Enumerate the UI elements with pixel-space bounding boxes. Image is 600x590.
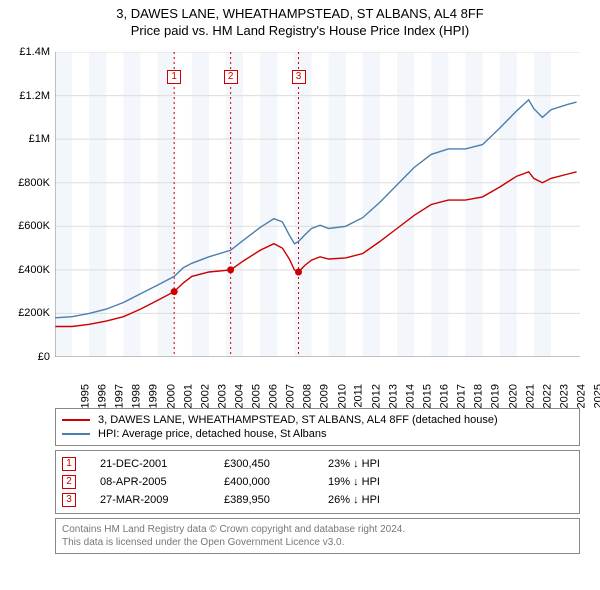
licence-line2: This data is licensed under the Open Gov… (62, 536, 573, 549)
legend-row: HPI: Average price, detached house, St A… (62, 427, 573, 441)
x-tick-label: 2008 (302, 384, 314, 408)
y-tick-label: £800K (0, 177, 50, 189)
x-tick-label: 2025 (593, 384, 600, 408)
x-tick-label: 2020 (507, 384, 519, 408)
x-tick-label: 2022 (541, 384, 553, 408)
legend-swatch (62, 433, 90, 435)
sales-row: 3 27-MAR-2009 £389,950 26% ↓ HPI (62, 491, 573, 509)
x-tick-label: 2023 (558, 384, 570, 408)
x-tick-label: 2004 (233, 384, 245, 408)
legend-swatch (62, 419, 90, 421)
sales-row: 1 21-DEC-2001 £300,450 23% ↓ HPI (62, 455, 573, 473)
legend-label: 3, DAWES LANE, WHEATHAMPSTEAD, ST ALBANS… (98, 414, 498, 426)
y-tick-label: £600K (0, 220, 50, 232)
x-tick-label: 2002 (199, 384, 211, 408)
y-tick-label: £400K (0, 264, 50, 276)
plot-svg (55, 52, 580, 357)
sales-price: £300,450 (224, 458, 304, 470)
x-tick-label: 2015 (422, 384, 434, 408)
sales-price: £389,950 (224, 494, 304, 506)
sale-marker-2: 2 (224, 70, 238, 84)
licence-line1: Contains HM Land Registry data © Crown c… (62, 523, 573, 536)
sales-marker-box: 1 (62, 457, 76, 471)
x-tick-label: 2017 (456, 384, 468, 408)
title-subtitle: Price paid vs. HM Land Registry's House … (0, 23, 600, 38)
x-tick-label: 2019 (490, 384, 502, 408)
title-address: 3, DAWES LANE, WHEATHAMPSTEAD, ST ALBANS… (0, 6, 600, 21)
sale-marker-1: 1 (167, 70, 181, 84)
x-tick-label: 2006 (268, 384, 280, 408)
x-tick-label: 1995 (79, 384, 91, 408)
sales-date: 27-MAR-2009 (100, 494, 200, 506)
x-tick-label: 2021 (524, 384, 536, 408)
x-tick-label: 1999 (148, 384, 160, 408)
plot-area (55, 52, 580, 357)
x-tick-label: 2010 (336, 384, 348, 408)
x-tick-label: 2009 (319, 384, 331, 408)
figure: 3, DAWES LANE, WHEATHAMPSTEAD, ST ALBANS… (0, 0, 600, 554)
x-tick-label: 2011 (352, 384, 364, 408)
x-tick-label: 1998 (131, 384, 143, 408)
legend-label: HPI: Average price, detached house, St A… (98, 428, 327, 440)
sale-marker-3: 3 (292, 70, 306, 84)
sales-table: 1 21-DEC-2001 £300,450 23% ↓ HPI 2 08-APR-200… (55, 450, 580, 514)
sales-row: 2 08-APR-2005 £400,000 19% ↓ HPI (62, 473, 573, 491)
x-tick-label: 2016 (439, 384, 451, 408)
x-tick-label: 2000 (165, 384, 177, 408)
y-tick-label: £1.2M (0, 90, 50, 102)
sales-pct: 23% ↓ HPI (328, 458, 428, 470)
x-tick-label: 2018 (473, 384, 485, 408)
y-tick-label: £1.4M (0, 46, 50, 58)
x-tick-label: 1996 (97, 384, 109, 408)
licence-footer: Contains HM Land Registry data © Crown c… (55, 518, 580, 554)
sales-marker-box: 2 (62, 475, 76, 489)
x-tick-label: 2007 (285, 384, 297, 408)
chart-area: £0£200K£400K£600K£800K£1M£1.2M£1.4M19951… (0, 42, 600, 402)
x-tick-label: 2014 (404, 384, 416, 408)
sales-pct: 26% ↓ HPI (328, 494, 428, 506)
y-tick-label: £1M (0, 133, 50, 145)
title-block: 3, DAWES LANE, WHEATHAMPSTEAD, ST ALBANS… (0, 0, 600, 42)
y-tick-label: £200K (0, 307, 50, 319)
x-tick-label: 2012 (370, 384, 382, 408)
sales-marker-box: 3 (62, 493, 76, 507)
sales-date: 21-DEC-2001 (100, 458, 200, 470)
legend-row: 3, DAWES LANE, WHEATHAMPSTEAD, ST ALBANS… (62, 413, 573, 427)
x-tick-label: 2024 (575, 384, 587, 408)
sales-price: £400,000 (224, 476, 304, 488)
x-tick-label: 2005 (250, 384, 262, 408)
x-tick-label: 1997 (114, 384, 126, 408)
legend: 3, DAWES LANE, WHEATHAMPSTEAD, ST ALBANS… (55, 408, 580, 446)
x-tick-label: 2013 (387, 384, 399, 408)
sales-pct: 19% ↓ HPI (328, 476, 428, 488)
y-tick-label: £0 (0, 351, 50, 363)
x-tick-label: 2001 (182, 384, 194, 408)
x-tick-label: 2003 (216, 384, 228, 408)
sales-date: 08-APR-2005 (100, 476, 200, 488)
